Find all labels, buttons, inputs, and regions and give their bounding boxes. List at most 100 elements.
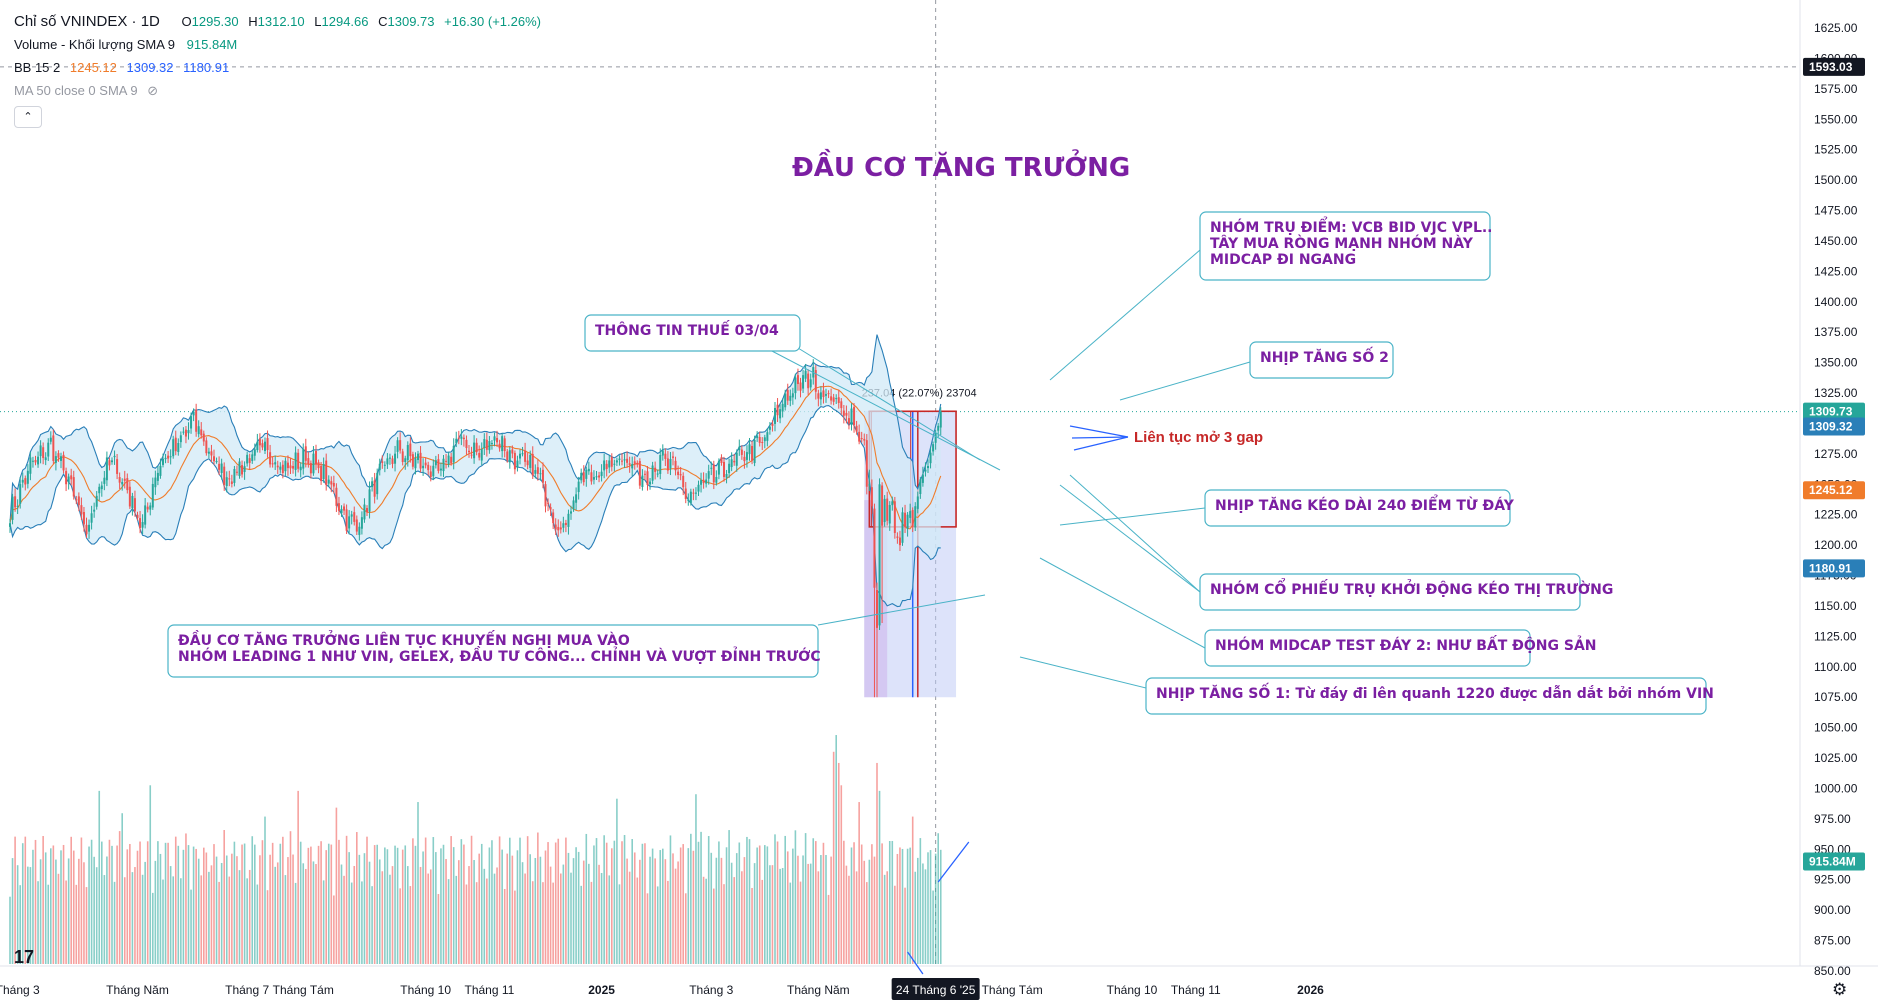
volume-bar <box>368 861 371 964</box>
candle-body <box>623 459 626 461</box>
volume-bar <box>830 856 832 964</box>
annotation-connector <box>784 339 981 461</box>
volume-bar <box>159 853 162 964</box>
volume-bar <box>725 847 728 964</box>
candle-body <box>615 460 618 463</box>
volume-bar <box>261 840 264 964</box>
candle-body <box>144 505 147 525</box>
volume-bar <box>753 863 756 964</box>
annotation-box-midcap[interactable] <box>1204 629 1531 667</box>
annotation-box-nhom-tru[interactable] <box>1199 211 1491 281</box>
candle-body <box>603 460 606 471</box>
candle-body <box>95 495 98 507</box>
volume-bar <box>297 790 299 964</box>
annotation-text-nhom-tru: TÂY MUA RÒNG MẠNH NHÓM NÀY <box>1210 234 1474 252</box>
annotation-text-thong-tin-thue: THÔNG TIN THUẾ 03/04 <box>595 320 779 339</box>
crosshair-time-badge <box>891 978 980 1000</box>
annotation-box-nhip-2[interactable] <box>1249 341 1394 379</box>
volume-bar <box>600 872 603 964</box>
candle-body <box>111 460 113 463</box>
candle-body <box>52 435 55 461</box>
ma-legend-row[interactable]: MA 50 close 0 SMA 9 ⊘ <box>14 79 541 102</box>
candle-body <box>34 459 37 463</box>
candle-body <box>399 440 402 451</box>
annotation-text-nhip-1: NHỊP TĂNG SỐ 1: Từ đáy đi lên quanh 1220… <box>1156 682 1714 702</box>
candle-body <box>842 410 845 416</box>
hidden-eye-icon[interactable]: ⊘ <box>147 83 159 98</box>
annotation-box-nhip-240[interactable] <box>1204 489 1511 527</box>
time-tick-label: Tháng 10 <box>400 983 451 997</box>
tradingview-logo-icon[interactable]: 17 <box>14 947 35 967</box>
volume-bar <box>483 868 486 964</box>
volume-bar <box>741 871 743 964</box>
volume-bar <box>47 884 50 964</box>
candle-body <box>666 458 669 471</box>
symbol-title[interactable]: Chỉ số VNINDEX · 1D <box>14 13 160 30</box>
candle-body <box>307 458 310 465</box>
candle-body <box>340 508 343 514</box>
volume-bar <box>835 735 837 964</box>
volume-bars <box>9 735 970 975</box>
volume-bar <box>827 894 830 964</box>
volume-bar <box>906 848 909 964</box>
candle-body <box>302 449 305 469</box>
volume-bar <box>284 875 287 964</box>
bb-upper-value: 1309.32 <box>126 60 174 75</box>
bb-legend-row[interactable]: BB 15 2 1245.12 1309.32 1180.91 <box>14 56 541 79</box>
volume-bar <box>812 838 815 964</box>
volume-bar <box>353 865 356 964</box>
candle-body <box>478 452 481 458</box>
volume-bar <box>282 836 284 964</box>
candle-body <box>289 465 292 469</box>
candle-body <box>572 500 575 510</box>
volume-bar <box>582 860 585 964</box>
candle-body <box>60 456 62 461</box>
candle-body <box>679 474 682 476</box>
annotation-box-nhom-co-phieu[interactable] <box>1199 573 1581 611</box>
volume-bar <box>264 816 266 964</box>
annotation-box-thong-tin-thue[interactable] <box>584 314 801 352</box>
price-tick-label: 1200.00 <box>1814 538 1858 552</box>
candle-body <box>386 458 389 465</box>
volume-bar <box>771 865 774 964</box>
volume-bar <box>552 882 554 964</box>
volume-bar <box>613 840 616 964</box>
volume-bar <box>123 877 126 964</box>
gear-icon[interactable]: ⚙ <box>1832 980 1848 999</box>
volume-bar <box>327 843 330 964</box>
collapse-legend-button[interactable]: ⌃ <box>14 106 42 128</box>
candle-body <box>715 477 718 483</box>
candle-body <box>830 396 833 401</box>
candle-body <box>865 440 868 487</box>
volume-bar <box>424 837 427 964</box>
candle-body <box>613 463 616 465</box>
candle-body <box>383 464 386 466</box>
price-tick-label: 1425.00 <box>1814 264 1858 278</box>
volume-bar <box>633 852 636 964</box>
volume-bar <box>57 873 60 964</box>
candle-body <box>876 590 878 628</box>
volume-bar <box>549 866 552 964</box>
candle-body <box>493 436 496 441</box>
volume-bar <box>475 882 478 964</box>
candle-body <box>460 436 463 439</box>
annotation-box-dau-co[interactable] <box>167 624 819 678</box>
candle-body <box>445 460 448 462</box>
volume-bar <box>853 842 855 964</box>
volume-bar <box>146 841 149 964</box>
candle-body <box>751 445 754 461</box>
annotation-box-nhip-1[interactable] <box>1145 677 1707 715</box>
candle-body <box>519 453 521 459</box>
price-tick-label: 1075.00 <box>1814 690 1858 704</box>
volume-bar <box>455 875 458 964</box>
volume-legend-row[interactable]: Volume - Khối lượng SMA 9 915.84M <box>14 33 541 56</box>
volume-bar <box>435 852 437 964</box>
candle-body <box>337 503 340 511</box>
volume-bar <box>662 848 664 964</box>
bb-label: BB 15 2 <box>14 60 61 75</box>
candle-body <box>878 484 881 626</box>
candle-body <box>230 481 233 484</box>
time-tick-label: Tháng 3 <box>689 983 733 997</box>
candle-body <box>401 451 404 462</box>
